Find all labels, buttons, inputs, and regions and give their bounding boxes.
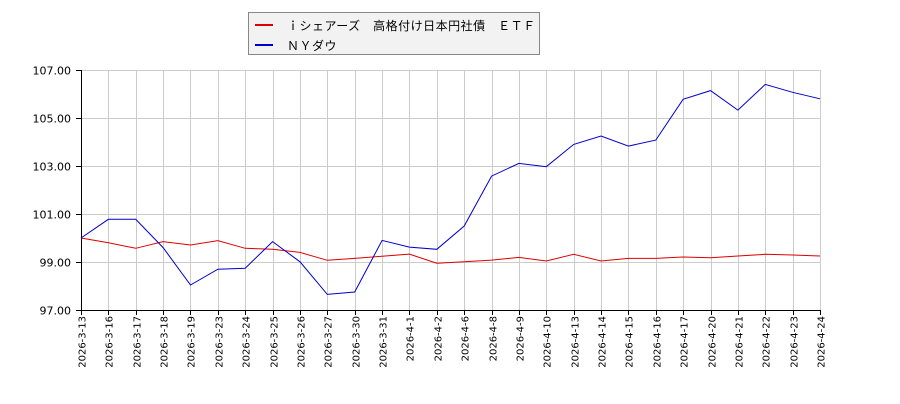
y-tick-label: 97.00 [40, 305, 72, 318]
x-tick-label: 2026-4-15 [625, 316, 636, 368]
x-tick-label: 2026-3-25 [270, 316, 281, 368]
y-tick-label: 99.00 [40, 257, 72, 270]
x-tick-label: 2026-3-23 [215, 316, 226, 368]
x-tick-label: 2026-4-16 [653, 316, 664, 368]
x-tick-label: 2026-4-17 [680, 316, 691, 368]
x-tick-label: 2026-4-9 [516, 316, 527, 361]
x-tick-label: 2026-4-24 [817, 316, 828, 368]
legend-label: ｉシェアーズ 高格付け日本円社債 ＥＴＦ [287, 18, 536, 33]
x-tick-label: 2026-3-19 [187, 316, 198, 368]
y-tick-label: 105.00 [33, 113, 72, 126]
legend-swatch-blue [255, 44, 273, 46]
x-tick-label: 2026-3-30 [352, 316, 363, 368]
series-line-ishares-etf [80, 237, 821, 264]
x-tick-label: 2026-4-13 [571, 316, 582, 368]
x-tick-label: 2026-4-20 [708, 316, 719, 368]
legend-label: ＮＹダウ [287, 38, 338, 53]
x-tick-label: 2026-3-26 [297, 316, 308, 368]
x-tick-label: 2026-4-1 [406, 316, 417, 361]
x-tick-label: 2026-4-8 [489, 316, 500, 361]
series-line-ny-dow [80, 83, 821, 295]
x-tick-label: 2026-3-31 [379, 316, 390, 368]
x-tick-label: 2026-3-18 [160, 316, 171, 368]
x-tick-label: 2026-4-14 [598, 316, 609, 368]
legend-item-ny-dow: ＮＹダウ [255, 36, 337, 54]
y-tick-label: 107.00 [33, 65, 72, 78]
x-tick-label: 2026-3-16 [105, 316, 116, 368]
x-tick-label: 2026-4-21 [735, 316, 746, 368]
y-tick-label: 103.00 [33, 161, 72, 174]
x-tick-label: 2026-4-10 [543, 316, 554, 368]
legend-item-ishares-etf: ｉシェアーズ 高格付け日本円社債 ＥＴＦ [255, 16, 536, 34]
x-tick-label: 2026-4-2 [434, 316, 445, 361]
x-tick-label: 2026-4-23 [790, 316, 801, 368]
x-tick-label: 2026-3-13 [78, 316, 89, 368]
chart-legend: ｉシェアーズ 高格付け日本円社債 ＥＴＦ ＮＹダウ [248, 12, 540, 55]
legend-swatch-red [255, 24, 273, 26]
x-tick-label: 2026-3-27 [324, 316, 335, 368]
x-tick-label: 2026-4-6 [461, 316, 472, 361]
x-tick-label: 2026-3-17 [133, 316, 144, 368]
x-tick-label: 2026-4-22 [762, 316, 773, 368]
x-tick-label: 2026-3-24 [242, 316, 253, 368]
y-tick-label: 101.00 [33, 209, 72, 222]
